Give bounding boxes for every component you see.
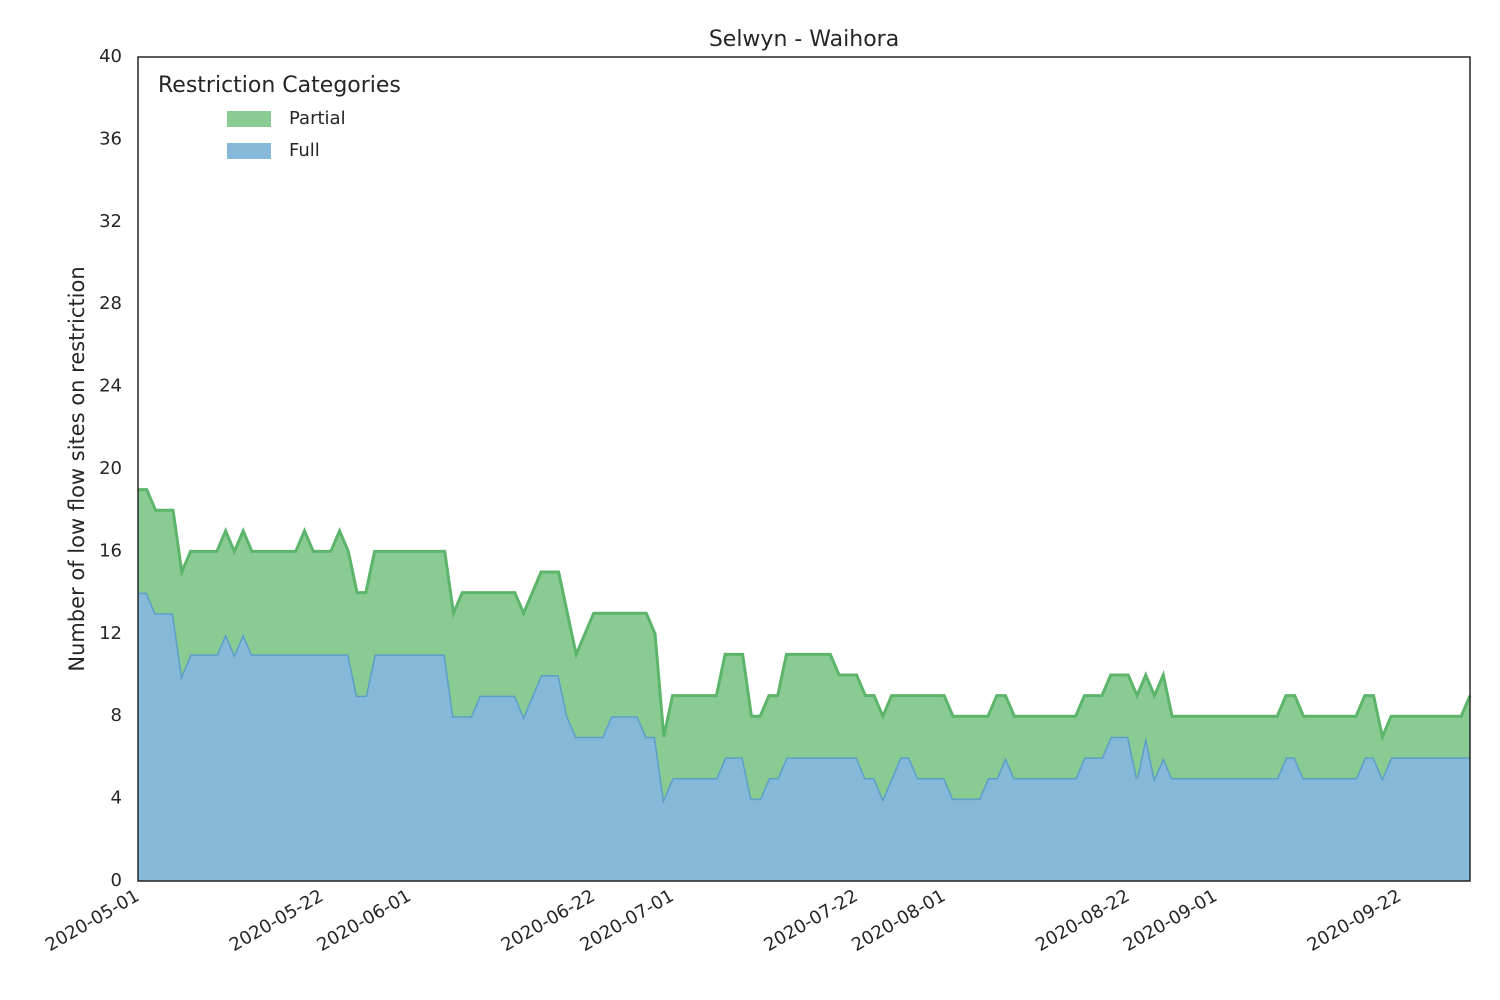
y-tick-label: 0 <box>111 870 122 891</box>
plot-frame <box>137 56 1471 882</box>
x-tick-label: 2020-09-22 <box>1304 885 1405 955</box>
legend-label: Partial <box>289 108 346 129</box>
x-tick-label: 2020-07-22 <box>760 885 861 955</box>
area <box>138 592 1470 881</box>
x-tick-label: 2020-06-01 <box>314 885 415 955</box>
legend-label: Full <box>289 140 320 161</box>
area <box>138 489 1470 799</box>
y-tick-label: 20 <box>99 458 122 479</box>
y-tick-label: 28 <box>99 293 122 314</box>
x-tick-label: 2020-09-01 <box>1120 885 1221 955</box>
legend-swatch <box>227 143 271 159</box>
y-tick-label: 36 <box>99 128 122 149</box>
y-axis-label: Number of low flow sites on restriction <box>65 266 89 671</box>
y-tick-label: 4 <box>111 788 122 809</box>
x-tick-label: 2020-05-22 <box>226 885 327 955</box>
area-edge <box>138 488 1472 742</box>
x-tick-label: 2020-08-22 <box>1032 885 1133 955</box>
x-tick-label: 2020-08-01 <box>848 885 949 955</box>
y-tick-label: 12 <box>99 623 122 644</box>
legend-swatch <box>227 111 271 127</box>
x-tick-label: 2020-05-01 <box>42 885 143 955</box>
y-tick-label: 8 <box>111 705 122 726</box>
y-tick-label: 40 <box>99 46 122 67</box>
y-tick-label: 32 <box>99 211 122 232</box>
chart-title: Selwyn - Waihora <box>709 27 899 52</box>
legend-title: Restriction Categories <box>158 73 401 98</box>
y-tick-label: 24 <box>99 376 122 397</box>
y-tick-label: 16 <box>99 540 122 561</box>
